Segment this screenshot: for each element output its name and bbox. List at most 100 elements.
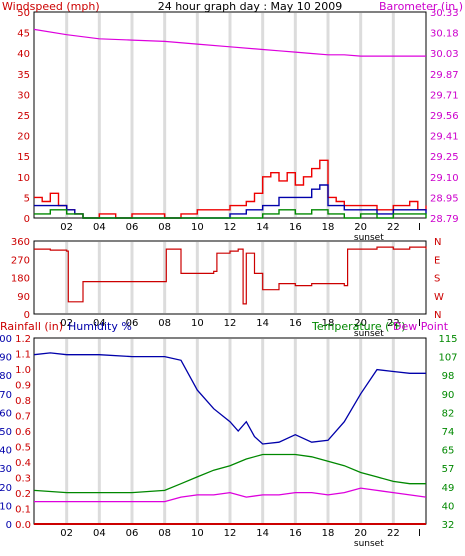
x-tick-label: 02 <box>60 318 73 329</box>
y-left-tick-label: 25 <box>17 111 30 122</box>
x-tick-label: 14 <box>256 222 269 233</box>
x-tick-label: 04 <box>93 528 106 539</box>
direction-tick-label: 90 <box>17 292 30 303</box>
humidity-tick-label: 100 <box>0 334 12 345</box>
temp-tick-label: 65 <box>442 446 455 457</box>
temp-tick-label: 90 <box>442 390 455 401</box>
rain-tick-label: 0.8 <box>15 396 31 407</box>
rain-tick-label: 1.0 <box>15 365 31 376</box>
series-barometer <box>33 28 426 57</box>
x-tick-label: 16 <box>289 222 302 233</box>
rain-tick-label: 0.7 <box>15 412 31 423</box>
series-wind_lull <box>34 209 427 219</box>
x-tick-label: 22 <box>387 318 400 329</box>
x-tick-label: 06 <box>126 318 139 329</box>
x-tick-label: 06 <box>126 222 139 233</box>
y-left-tick-label: 15 <box>17 152 30 163</box>
x-tick-label: 22 <box>387 222 400 233</box>
x-tick-label: 18 <box>322 222 335 233</box>
temp-tick-label: 49 <box>442 483 455 494</box>
series-dewpoint <box>34 487 427 503</box>
x-tick-label: 10 <box>191 528 204 539</box>
y-left-tick-label: 40 <box>17 49 30 60</box>
temp-tick-label: 115 <box>438 334 457 345</box>
compass-tick-label: W <box>434 292 444 303</box>
rain-tick-label: 0.3 <box>15 474 31 485</box>
compass-tick-label: N <box>434 237 441 248</box>
y-left-tick-label: 50 <box>17 8 30 19</box>
temp-tick-label: 74 <box>442 427 455 438</box>
compass-tick-label: S <box>434 274 440 285</box>
temp-tick-label: 107 <box>438 353 457 364</box>
sunset-label: sunset <box>354 329 384 339</box>
rain-tick-label: 1.2 <box>15 334 31 345</box>
series-humidity <box>33 352 426 445</box>
y-right-tick-label: 29.10 <box>430 173 459 184</box>
y-left-tick-label: 10 <box>17 173 30 184</box>
dewpoint-label: Dew Point <box>393 320 449 333</box>
x-tick-label: 10 <box>191 222 204 233</box>
humidity-tick-label: 30 <box>0 464 12 475</box>
y-right-tick-label: 29.87 <box>430 70 459 81</box>
rain-tick-label: 0.0 <box>15 520 31 531</box>
rain-tick-label: 0.6 <box>15 427 31 438</box>
x-tick-label: 12 <box>224 528 237 539</box>
humidity-tick-label: 0 <box>6 520 12 531</box>
y-right-tick-label: 29.25 <box>430 152 459 163</box>
rain-tick-label: 0.9 <box>15 381 31 392</box>
y-right-tick-label: 30.18 <box>430 29 459 40</box>
direction-tick-label: 360 <box>11 237 30 248</box>
series-direction <box>34 246 427 305</box>
windspeed-label: Windspeed (mph) <box>2 0 100 13</box>
x-tick-label: I <box>418 318 421 329</box>
direction-tick-label: 0 <box>24 310 30 321</box>
direction-tick-label: 270 <box>11 255 30 266</box>
y-right-tick-label: 29.41 <box>430 132 459 143</box>
x-tick-label: 06 <box>126 528 139 539</box>
humidity-tick-label: 70 <box>0 390 12 401</box>
y-right-tick-label: 28.95 <box>430 193 459 204</box>
x-tick-label: 04 <box>93 318 106 329</box>
x-tick-label: 16 <box>289 318 302 329</box>
rain-tick-label: 1.1 <box>15 350 31 361</box>
compass-tick-label: E <box>434 255 440 266</box>
x-tick-label: 16 <box>289 528 302 539</box>
y-left-tick-label: 5 <box>24 193 30 204</box>
x-tick-label: 18 <box>322 318 335 329</box>
sunset-label: sunset <box>354 539 384 549</box>
sunset-label: sunset <box>354 233 384 243</box>
humidity-label: Humidity % <box>68 320 132 333</box>
y-left-tick-label: 45 <box>17 29 30 40</box>
x-tick-label: 02 <box>60 222 73 233</box>
x-tick-label: 14 <box>256 318 269 329</box>
temp-tick-label: 57 <box>442 464 455 475</box>
x-tick-label: 12 <box>224 318 237 329</box>
temp-tick-label: 82 <box>442 408 455 419</box>
x-tick-label: 08 <box>158 222 171 233</box>
humidity-tick-label: 10 <box>0 501 12 512</box>
x-tick-label: 04 <box>93 222 106 233</box>
temp-tick-label: 32 <box>442 520 455 531</box>
y-right-tick-label: 29.71 <box>430 90 459 101</box>
humidity-tick-label: 40 <box>0 446 12 457</box>
x-tick-label: 08 <box>158 318 171 329</box>
y-right-tick-label: 28.79 <box>430 214 459 225</box>
y-right-tick-label: 30.03 <box>430 49 459 60</box>
series-temperature <box>33 453 426 494</box>
barometer-label: Barometer (in.) <box>379 0 463 13</box>
y-left-tick-label: 30 <box>17 90 30 101</box>
temperature-label: Temperature (°F) <box>311 320 406 333</box>
x-tick-label: I <box>418 222 421 233</box>
y-left-tick-label: 20 <box>17 132 30 143</box>
x-tick-label: 08 <box>158 528 171 539</box>
y-right-tick-label: 29.56 <box>430 111 459 122</box>
rain-tick-label: 0.2 <box>15 489 31 500</box>
x-tick-label: 10 <box>191 318 204 329</box>
direction-tick-label: 180 <box>11 274 30 285</box>
x-tick-label: 20 <box>354 318 367 329</box>
y-right-tick-label: 30.33 <box>430 8 459 19</box>
humidity-tick-label: 90 <box>0 353 12 364</box>
x-tick-label: 14 <box>256 528 269 539</box>
x-tick-label: 02 <box>60 528 73 539</box>
